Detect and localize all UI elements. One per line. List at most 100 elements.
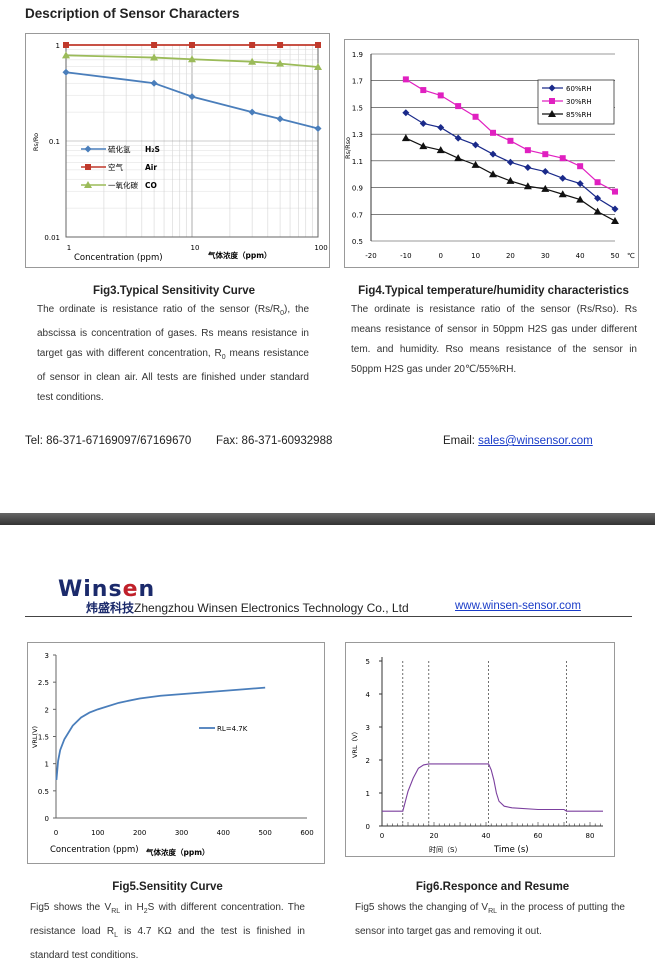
fig4-data-point	[402, 109, 410, 117]
fig5-x-tick-label: 100	[91, 829, 104, 837]
fig4-data-point	[472, 141, 480, 149]
fig4-data-point	[419, 142, 428, 150]
fig4-data-point	[559, 155, 566, 162]
fig4-data-point	[593, 207, 602, 215]
fig3-legend-marker	[84, 181, 92, 188]
fig5-series-line	[55, 686, 266, 781]
fig3-y-tick-label: 0.1	[49, 138, 60, 146]
fig3-data-point	[277, 42, 284, 48]
fig4-data-point	[576, 180, 584, 188]
fig3-data-point	[62, 51, 70, 59]
fig3-legend-label-cn: 硫化氢	[108, 144, 131, 154]
fig3-data-point	[188, 93, 196, 101]
fig4-data-point	[419, 119, 427, 127]
fig5-caption: Fig5.Sensitity Curve	[112, 881, 223, 893]
fig3-description: The ordinate is resistance ratio of the …	[37, 304, 310, 403]
contact-fax: Fax: 86-371-60932988	[216, 435, 333, 447]
fig3-x-axis-label-cn: 气体浓度（ppm）	[207, 250, 272, 260]
fig4-legend-marker	[548, 84, 556, 92]
fig5-y-tick-label: 0.5	[38, 788, 49, 796]
fig3-series-line	[65, 54, 319, 68]
fig3-data-point	[151, 42, 158, 48]
fig3-y-axis-label: Rs/Ro	[32, 133, 40, 151]
fig6-x-tick-label: 80	[586, 832, 595, 840]
fig6-x-tick-label: 20	[430, 832, 439, 840]
fig3-chart-frame: 1 0.1 0.01 1 10 100 Concentration (ppm) 气体浓度（pp…	[25, 33, 330, 268]
fig4-data-point	[558, 190, 567, 198]
fig3-legend-marker	[85, 164, 91, 170]
fig5-y-axis-label: VRL(V)	[31, 726, 39, 748]
fig3-data-point	[63, 42, 69, 48]
fig6-x-axis-label-cn: 时间（S）	[429, 845, 461, 854]
fig5-x-tick-label: 300	[175, 829, 188, 837]
fig4-x-tick-label: 30	[541, 252, 550, 260]
fig4-x-tick-label: 20	[506, 252, 515, 260]
fig4-data-point	[401, 134, 410, 142]
fig3-data-point	[276, 115, 284, 123]
fig4-legend-marker	[548, 110, 556, 117]
fig4-data-point	[541, 184, 550, 192]
fig4-data-point	[454, 154, 463, 162]
fig4-legend-label: 60%RH	[566, 85, 592, 93]
fig4-caption: Fig4.Typical temperature/humidity charac…	[358, 285, 629, 297]
fig4-data-point	[489, 170, 497, 178]
contact-email: Email: sales@winsensor.com	[443, 435, 593, 447]
email-link[interactable]: sales@winsensor.com	[478, 435, 593, 447]
fig3-data-point	[315, 42, 321, 48]
fig6-x-tick-label: 0	[380, 832, 384, 840]
fig6-y-tick-label: 5	[366, 658, 370, 666]
header-rule	[25, 616, 632, 617]
company-name: 炜盛科技Zhengzhou Winsen Electronics Technol…	[86, 601, 409, 615]
fig6-y-tick-label: 1	[366, 790, 370, 798]
fig4-data-point	[490, 129, 496, 136]
fig5-x-tick-label: 600	[300, 829, 313, 837]
fig5-chart: 0 0.5 1 1.5 2 2.5 3 0 100 200 300 400 500 600 Concentr…	[31, 652, 314, 857]
fig4-data-point	[507, 137, 514, 144]
fig5-x-tick-label: 200	[133, 829, 146, 837]
fig4-data-point	[541, 168, 549, 176]
fig4-x-unit: ℃	[627, 252, 635, 260]
fig5-description: Fig5 shows the VRL in H2S with different…	[30, 902, 305, 961]
fig4-y-tick-label: 1.1	[352, 158, 363, 166]
fig4-data-point	[437, 123, 445, 131]
fig4-y-tick-label: 1.7	[352, 78, 363, 86]
company-url-link[interactable]: www.winsen-sensor.com	[455, 600, 581, 612]
fig4-data-point	[524, 164, 532, 172]
fig6-chart: 0 1 2 3 4 5 0 20 40 60 80 时间（S） Time (s) VRL（V）	[351, 657, 603, 855]
fig4-legend-label: 30%RH	[566, 98, 592, 106]
fig4-data-point	[402, 76, 409, 83]
fig6-x-tick-label: 60	[534, 832, 543, 840]
fig6-y-tick-label: 2	[366, 757, 370, 765]
fig4-chart-frame: 1.9 1.7 1.5 1.3 1.1 0.9 0.7 0.5 -20 -10 0 10 20 30 40 5…	[344, 39, 639, 268]
fig3-data-point	[248, 108, 256, 116]
fig3-x-tick-label: 100	[314, 244, 327, 252]
fig4-x-tick-label: 50	[611, 252, 620, 260]
section-title: Description of Sensor Characters	[25, 6, 240, 21]
fig4-data-point	[489, 150, 497, 158]
fig3-data-point	[276, 59, 285, 67]
fig4-data-point	[559, 174, 567, 182]
fig5-y-tick-label: 3	[45, 652, 49, 660]
fig4-data-point	[594, 179, 601, 186]
fig3-x-tick-label: 10	[191, 244, 200, 252]
fig4-data-point	[523, 182, 532, 190]
fig4-data-point	[420, 87, 427, 94]
contact-tel: Tel: 86-371-67169097/67169670	[25, 435, 192, 447]
fig3-y-tick-label: 1	[56, 42, 60, 50]
fig4-data-point	[471, 160, 480, 168]
fig4-data-point	[612, 188, 618, 195]
fig3-x-tick-label: 1	[67, 244, 71, 252]
fig4-legend-label: 85%RH	[566, 111, 592, 119]
fig5-y-tick-label: 2.5	[38, 679, 49, 687]
fig3-caption: Fig3.Typical Sensitivity Curve	[92, 285, 256, 297]
fig5-y-tick-label: 1.5	[38, 734, 49, 742]
fig3-data-point	[150, 79, 158, 87]
fig3-data-point	[62, 68, 70, 76]
fig5-y-tick-label: 0	[45, 815, 49, 823]
fig5-x-axis-label-cn: 气体浓度（ppm）	[145, 847, 210, 857]
fig4-data-point	[454, 134, 462, 142]
fig6-y-tick-label: 4	[366, 691, 371, 699]
fig4-chart: 1.9 1.7 1.5 1.3 1.1 0.9 0.7 0.5-20 -10 0 10 20 30 40 5…	[344, 51, 635, 260]
fig6-x-tick-label: 40	[482, 832, 491, 840]
fig4-data-point	[455, 103, 462, 110]
